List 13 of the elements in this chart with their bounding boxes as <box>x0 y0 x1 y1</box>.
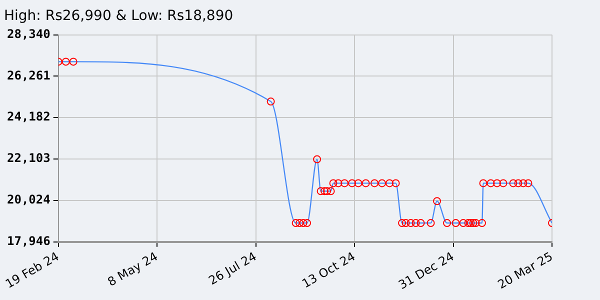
x-tick-label: 26 Jul 24 <box>206 249 259 288</box>
y-tick-label: 26,261 <box>6 68 50 82</box>
x-tick-label: 20 Mar 25 <box>495 249 556 292</box>
y-tick-label: 17,946 <box>6 234 50 248</box>
y-tick-label: 20,024 <box>6 192 50 207</box>
x-tick-label: 19 Feb 24 <box>2 249 62 292</box>
y-tick-label: 22,103 <box>6 151 50 166</box>
x-tick-label: 31 Dec 24 <box>396 249 456 292</box>
x-tick-label: 13 Oct 24 <box>300 249 358 291</box>
chart-title: High: Rs26,990 & Low: Rs18,890 <box>4 8 234 24</box>
x-tick-label: 8 May 24 <box>105 249 160 290</box>
y-tick-label: 24,182 <box>6 110 50 124</box>
y-tick-label: 28,340 <box>6 26 50 41</box>
